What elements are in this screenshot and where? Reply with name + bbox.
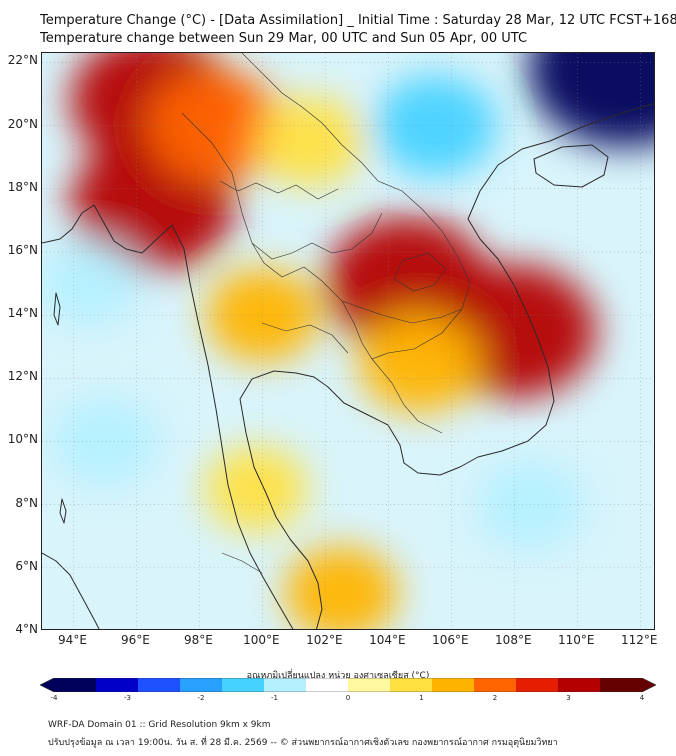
anomaly-warm-cambodia: [358, 312, 481, 414]
colorbar-segment: [222, 678, 265, 692]
colorbar-segment: [348, 678, 391, 692]
latitude-label: 8°N: [15, 495, 38, 510]
colorbar-tick-label: -2: [197, 694, 205, 702]
country-borders: [181, 53, 471, 574]
anomaly-warm-peninsula: [204, 446, 308, 532]
colorbar-tick-label: 2: [492, 694, 498, 702]
colorbar-segment: [96, 678, 139, 692]
latitude-label: 16°N: [7, 242, 38, 257]
latitude-label: 20°N: [7, 116, 38, 131]
anomaly-warm-shan: [147, 69, 284, 182]
latitude-label: 18°N: [7, 179, 38, 194]
colorbar-tick-label: -4: [50, 694, 58, 702]
longitude-label: 102°E: [306, 633, 343, 647]
colorbar-tick-label: 3: [566, 694, 571, 702]
colorbar-segment: [600, 678, 643, 692]
longitude-label: 98°E: [183, 633, 213, 647]
map-canvas: [42, 53, 654, 629]
longitude-label: 110°E: [558, 633, 595, 647]
colorbar-tick-label: 4: [639, 694, 645, 702]
anomaly-cool-northeast: [528, 53, 654, 147]
anomaly-field: [42, 53, 654, 629]
longitude-label: 94°E: [58, 633, 87, 647]
map-title: Temperature Change (°C) - [Data Assimila…: [40, 13, 676, 28]
longitude-label: 108°E: [495, 633, 532, 647]
map-subtitle: Temperature change between Sun 29 Mar, 0…: [40, 31, 528, 46]
footer-domain-info: WRF-DA Domain 01 :: Grid Resolution 9km …: [48, 720, 271, 730]
latitude-label: 12°N: [7, 369, 38, 384]
colorbar-segment: [558, 678, 601, 692]
colorbar-tick-label: -3: [124, 694, 131, 702]
colorbar: [40, 678, 656, 692]
colorbar-segment: [180, 678, 223, 692]
anomaly-cool-gulf-tonkin: [374, 75, 497, 177]
latitude-label: 10°N: [7, 432, 38, 447]
latitude-label: 6°N: [15, 558, 38, 573]
longitude-label: 96°E: [121, 633, 150, 647]
graticule: [42, 53, 654, 629]
colorbar-max-arrow: [642, 678, 656, 692]
colorbar-title: อุณหภูมิเปลี่ยนแปลง หน่วย องศาเซลเซียส (…: [246, 671, 430, 681]
colorbar-tick-label: -1: [271, 694, 278, 702]
colorbar-segment: [264, 678, 307, 692]
colorbar-segment: [432, 678, 475, 692]
anomaly-warm-laos: [255, 96, 364, 187]
longitude-label: 100°E: [243, 633, 280, 647]
coastlines: [42, 103, 654, 629]
longitude-label: 112°E: [621, 633, 658, 647]
temperature-change-map: [41, 52, 655, 630]
anomaly-cool-andaman: [50, 396, 159, 487]
colorbar-segment: [390, 678, 433, 692]
colorbar-segment: [138, 678, 181, 692]
colorbar-segment: [516, 678, 559, 692]
colorbar-segment: [306, 678, 349, 692]
anomaly-cool-bay-bengal: [42, 240, 141, 327]
colorbar-min-arrow: [40, 678, 54, 692]
latitude-label: 22°N: [7, 53, 38, 68]
colorbar-segment: [474, 678, 517, 692]
longitude-label: 104°E: [369, 633, 406, 647]
colorbar-segment: [54, 678, 97, 692]
colorbar-tick-label: 1: [419, 694, 424, 702]
latitude-label: 14°N: [7, 306, 38, 321]
anomaly-warm-sea-south: [284, 545, 398, 629]
colorbar-tick-label: 0: [345, 694, 351, 702]
longitude-label: 106°E: [432, 633, 469, 647]
footer-update-info: ปรับปรุงข้อมูล ณ เวลา 19:00น. วัน ส. ที่…: [48, 738, 558, 748]
latitude-label: 4°N: [15, 622, 38, 636]
